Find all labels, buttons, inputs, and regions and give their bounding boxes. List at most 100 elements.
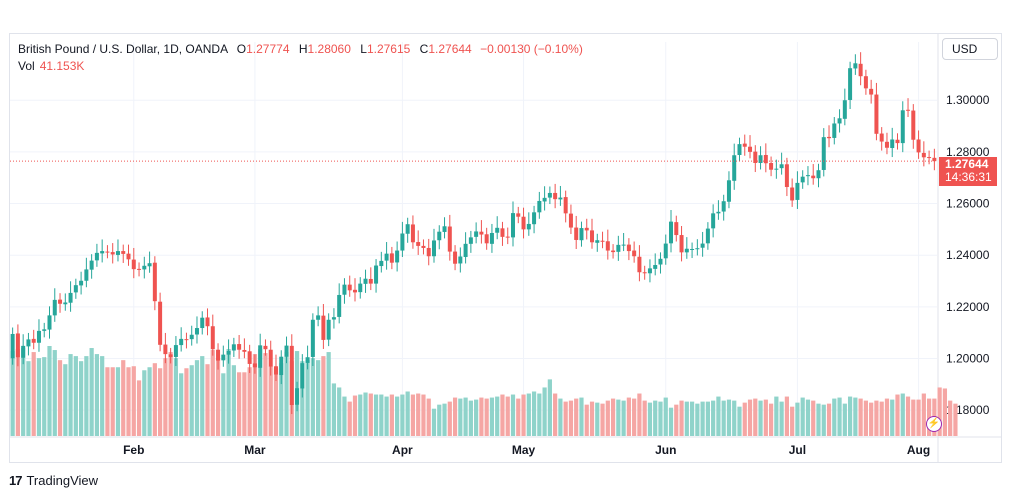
candle-body (547, 192, 552, 198)
volume-bar (826, 403, 832, 436)
candle-body (47, 315, 52, 330)
bar-countdown: 14:36:31 (945, 170, 992, 184)
volume-bar (384, 396, 389, 436)
high-value: 1.28060 (307, 42, 351, 56)
candle-body (721, 201, 726, 212)
candle-body (273, 366, 278, 375)
candle-body (79, 280, 84, 286)
x-tick-label: Aug (907, 443, 930, 457)
volume-bar (184, 368, 189, 436)
volume-bar (300, 361, 305, 436)
volume-bar (521, 394, 526, 436)
series-legend: British Pound / U.S. Dollar, 1D, OANDA O… (18, 40, 583, 58)
volume-bar (916, 399, 921, 436)
candle-body (779, 164, 784, 169)
candle-body (179, 338, 184, 346)
candle-body (484, 234, 489, 244)
volume-bar (489, 397, 495, 436)
volume-bar (553, 393, 558, 436)
candle-body (321, 315, 326, 340)
currency-button[interactable]: USD (942, 38, 998, 60)
candle-body (463, 243, 468, 258)
candle-body (279, 356, 284, 376)
candle-body (331, 317, 336, 320)
volume-label[interactable]: Vol (18, 59, 35, 73)
volume-bar (721, 400, 726, 436)
volume-bar (732, 400, 737, 436)
volume-bar (589, 401, 595, 436)
volume-bar (421, 394, 426, 436)
candle-body (558, 197, 563, 200)
volume-bar (663, 397, 668, 436)
y-tick-label: 1.26000 (946, 197, 990, 211)
candle-body (68, 292, 73, 303)
volume-bar (937, 387, 942, 436)
x-tick-label: Apr (392, 443, 413, 457)
candle-body (769, 162, 774, 170)
candle-body (194, 328, 199, 335)
volume-bar (305, 360, 310, 436)
candle-body (695, 248, 700, 250)
candle-body (658, 258, 663, 265)
candle-body (295, 388, 300, 405)
volume-bar (768, 403, 774, 436)
candle-body (874, 94, 879, 134)
volume-bar (373, 394, 379, 436)
volume-bar (337, 387, 342, 436)
volume-bar (405, 391, 410, 436)
candle-body (690, 249, 695, 250)
volume-bar (779, 401, 784, 436)
candle-body (289, 345, 294, 406)
volume-bar (363, 392, 368, 436)
candle-body (31, 338, 36, 343)
volume-bar (242, 372, 247, 436)
volume-bar (342, 396, 347, 436)
candle-body (853, 63, 858, 69)
candle-body (827, 136, 832, 139)
volume-bar (221, 373, 226, 436)
symbol-title[interactable]: British Pound / U.S. Dollar, 1D, OANDA (18, 42, 228, 56)
volume-bar (10, 351, 15, 436)
candle-body (400, 233, 405, 251)
candle-body (642, 272, 647, 274)
volume-bar (905, 396, 911, 436)
candle-body (137, 268, 142, 270)
candle-body (742, 143, 747, 147)
candle-body (379, 260, 384, 267)
candle-body (906, 109, 911, 111)
lightning-icon[interactable]: ⚡ (926, 416, 942, 432)
candle-body (579, 228, 584, 241)
volume-bar (911, 399, 916, 436)
open-label: O (236, 42, 247, 56)
volume-bar (484, 398, 489, 436)
candle-body (563, 197, 568, 214)
y-tick-label: 1.20000 (946, 352, 990, 366)
candle-body (626, 244, 631, 252)
candle-body (568, 213, 573, 228)
candle-body (521, 216, 526, 230)
candle-body (316, 315, 321, 320)
volume-bar (52, 350, 57, 436)
candle-body (210, 326, 215, 350)
y-tick-label: 1.18000 (946, 403, 990, 417)
candle-body (389, 253, 394, 263)
volume-bar (584, 404, 589, 436)
volume-bar (173, 358, 179, 436)
candle-body (790, 187, 795, 201)
volume-bar (105, 367, 110, 436)
volume-bar (784, 396, 789, 436)
volume-bar (237, 372, 242, 436)
x-tick-label: May (512, 443, 536, 457)
candle-body (674, 222, 679, 236)
x-tick-label: Jun (655, 443, 676, 457)
volume-bar (463, 397, 468, 436)
candle-body (600, 240, 605, 242)
candle-body (126, 253, 131, 260)
candle-body (115, 251, 120, 255)
volume-bar (948, 400, 953, 436)
candle-body (616, 244, 621, 252)
volume-bar (47, 346, 52, 436)
volume-bar (263, 353, 268, 436)
tradingview-logo[interactable]: 17 TradingView (9, 473, 98, 488)
